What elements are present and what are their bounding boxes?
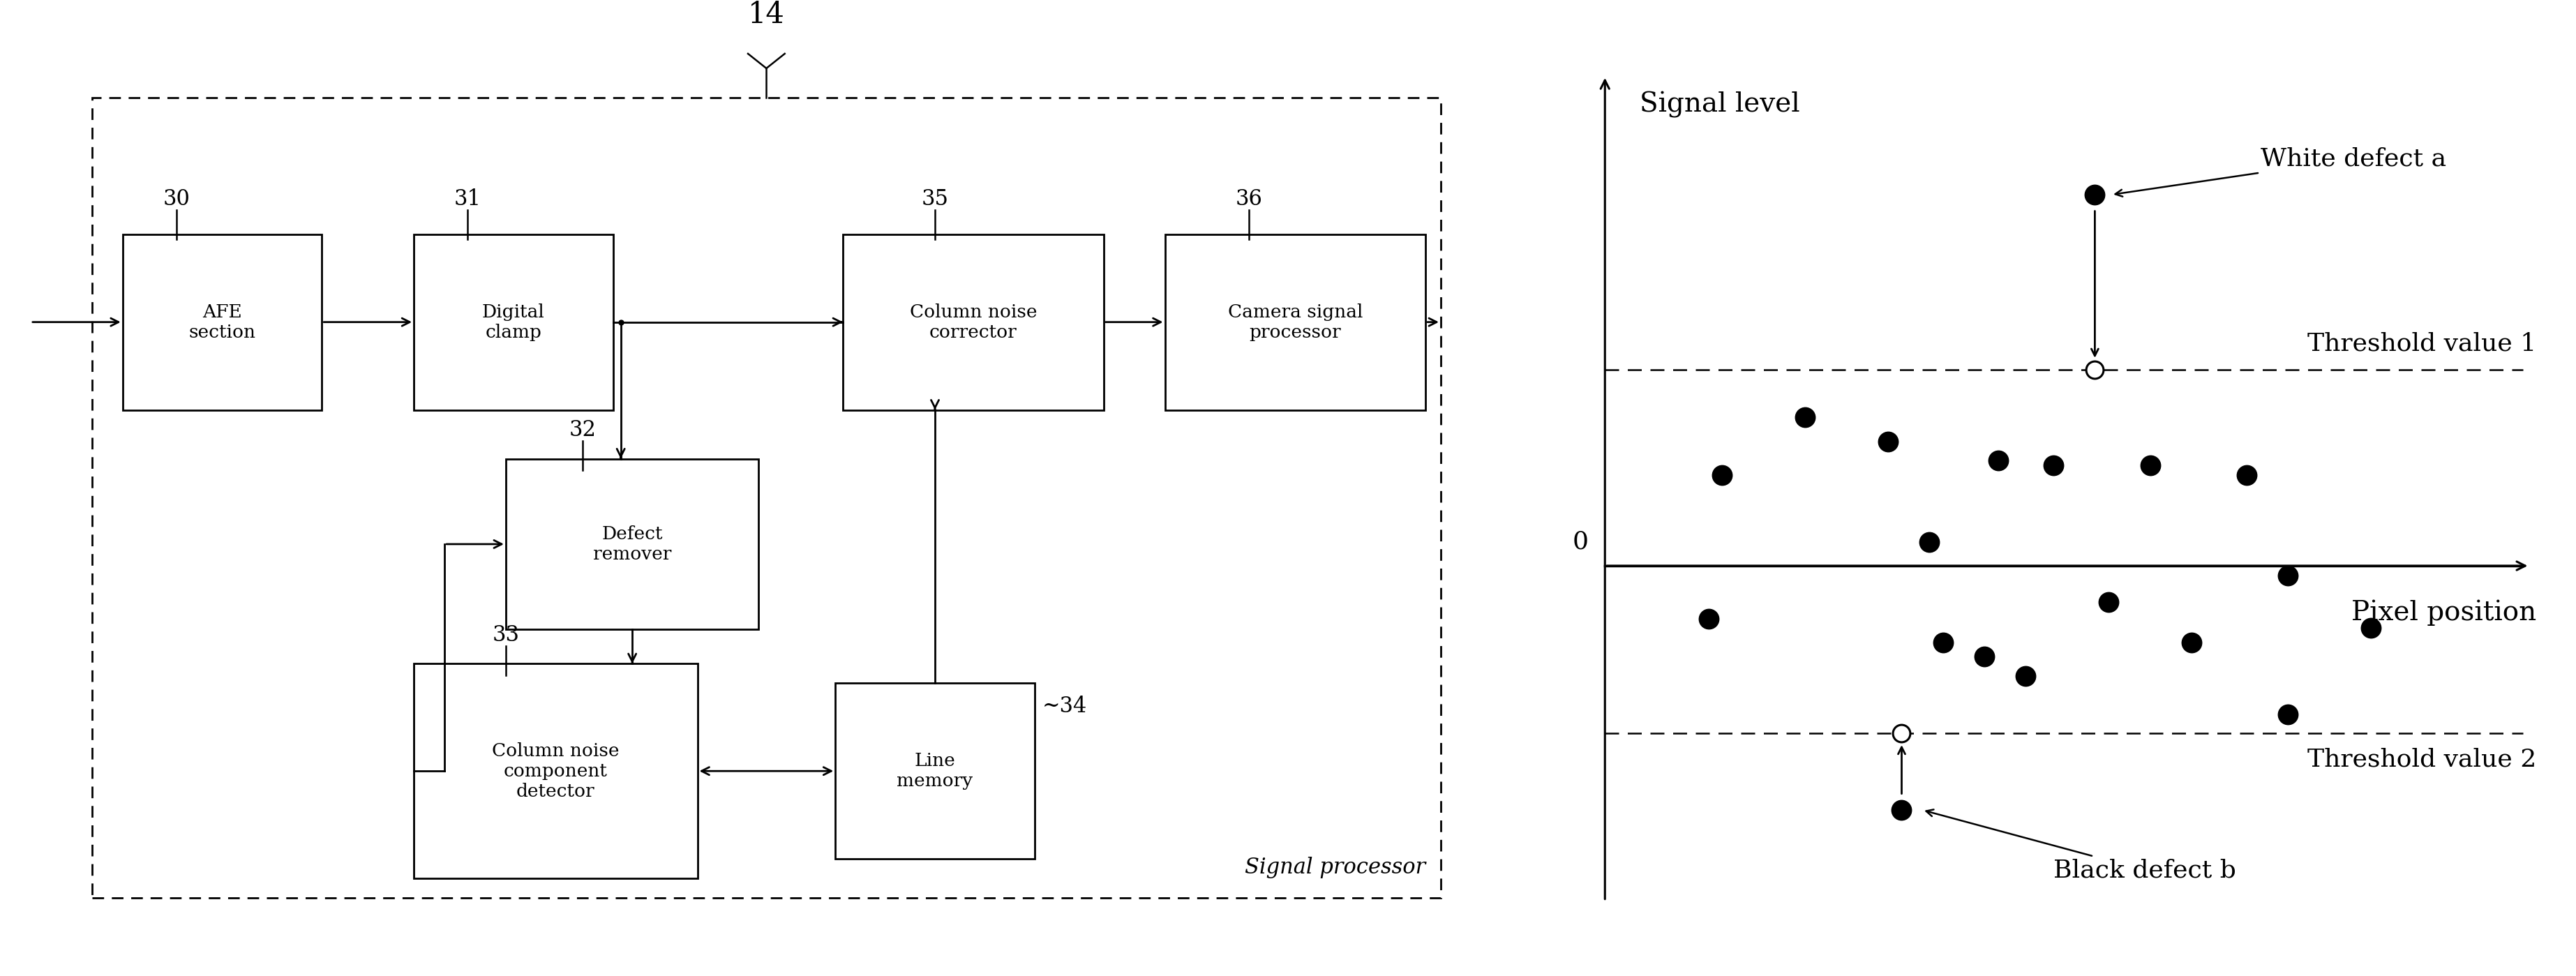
Text: Digital
clamp: Digital clamp [482,304,544,341]
Bar [842,234,1103,410]
Text: Line
memory: Line memory [896,752,974,790]
Text: Threshold value 1: Threshold value 1 [2308,332,2537,355]
Text: 35: 35 [922,188,948,210]
Text: Column noise
corrector: Column noise corrector [909,304,1038,341]
Point [1687,611,1728,627]
Text: Signal processor: Signal processor [1244,857,1425,878]
Text: 0: 0 [1571,530,1589,553]
Point [1909,534,1950,549]
Text: 31: 31 [453,188,482,210]
Point [1703,468,1744,483]
Text: White defect a: White defect a [2115,147,2447,196]
Text: 36: 36 [1236,188,1262,210]
Point [2089,594,2130,610]
Point [2226,468,2267,483]
Point [2130,458,2172,473]
Text: 30: 30 [162,188,191,210]
Text: Column noise
component
detector: Column noise component detector [492,742,618,800]
Text: Signal level: Signal level [1638,92,1801,118]
Text: Defect
remover: Defect remover [592,525,672,563]
Point [2004,669,2045,684]
Point [2267,568,2308,584]
Point [1922,634,1963,650]
Text: ~34: ~34 [1043,696,1087,717]
Point [1963,649,2004,665]
Text: 14: 14 [747,0,786,29]
Point [2349,621,2391,636]
Text: 32: 32 [569,420,595,441]
Bar [505,459,760,630]
Point [2074,186,2115,202]
Point [2074,362,2115,378]
Bar [1164,234,1425,410]
Text: 33: 33 [492,625,520,646]
Text: Black defect b: Black defect b [1927,809,2236,882]
Point [1785,410,1826,426]
Point [2032,458,2074,473]
Text: Threshold value 2: Threshold value 2 [2308,748,2537,771]
Text: AFE
section: AFE section [188,304,255,341]
Point [2267,707,2308,722]
Point [1868,433,1909,449]
Text: Camera signal
processor: Camera signal processor [1229,304,1363,341]
Bar [835,683,1036,859]
Bar [124,234,322,410]
Point [1880,725,1922,741]
Bar [415,664,698,878]
Point [2172,634,2213,650]
Text: Pixel position: Pixel position [2352,599,2537,626]
Point [1978,453,2020,468]
Bar [93,98,1440,898]
Bar [415,234,613,410]
Point [1880,802,1922,818]
